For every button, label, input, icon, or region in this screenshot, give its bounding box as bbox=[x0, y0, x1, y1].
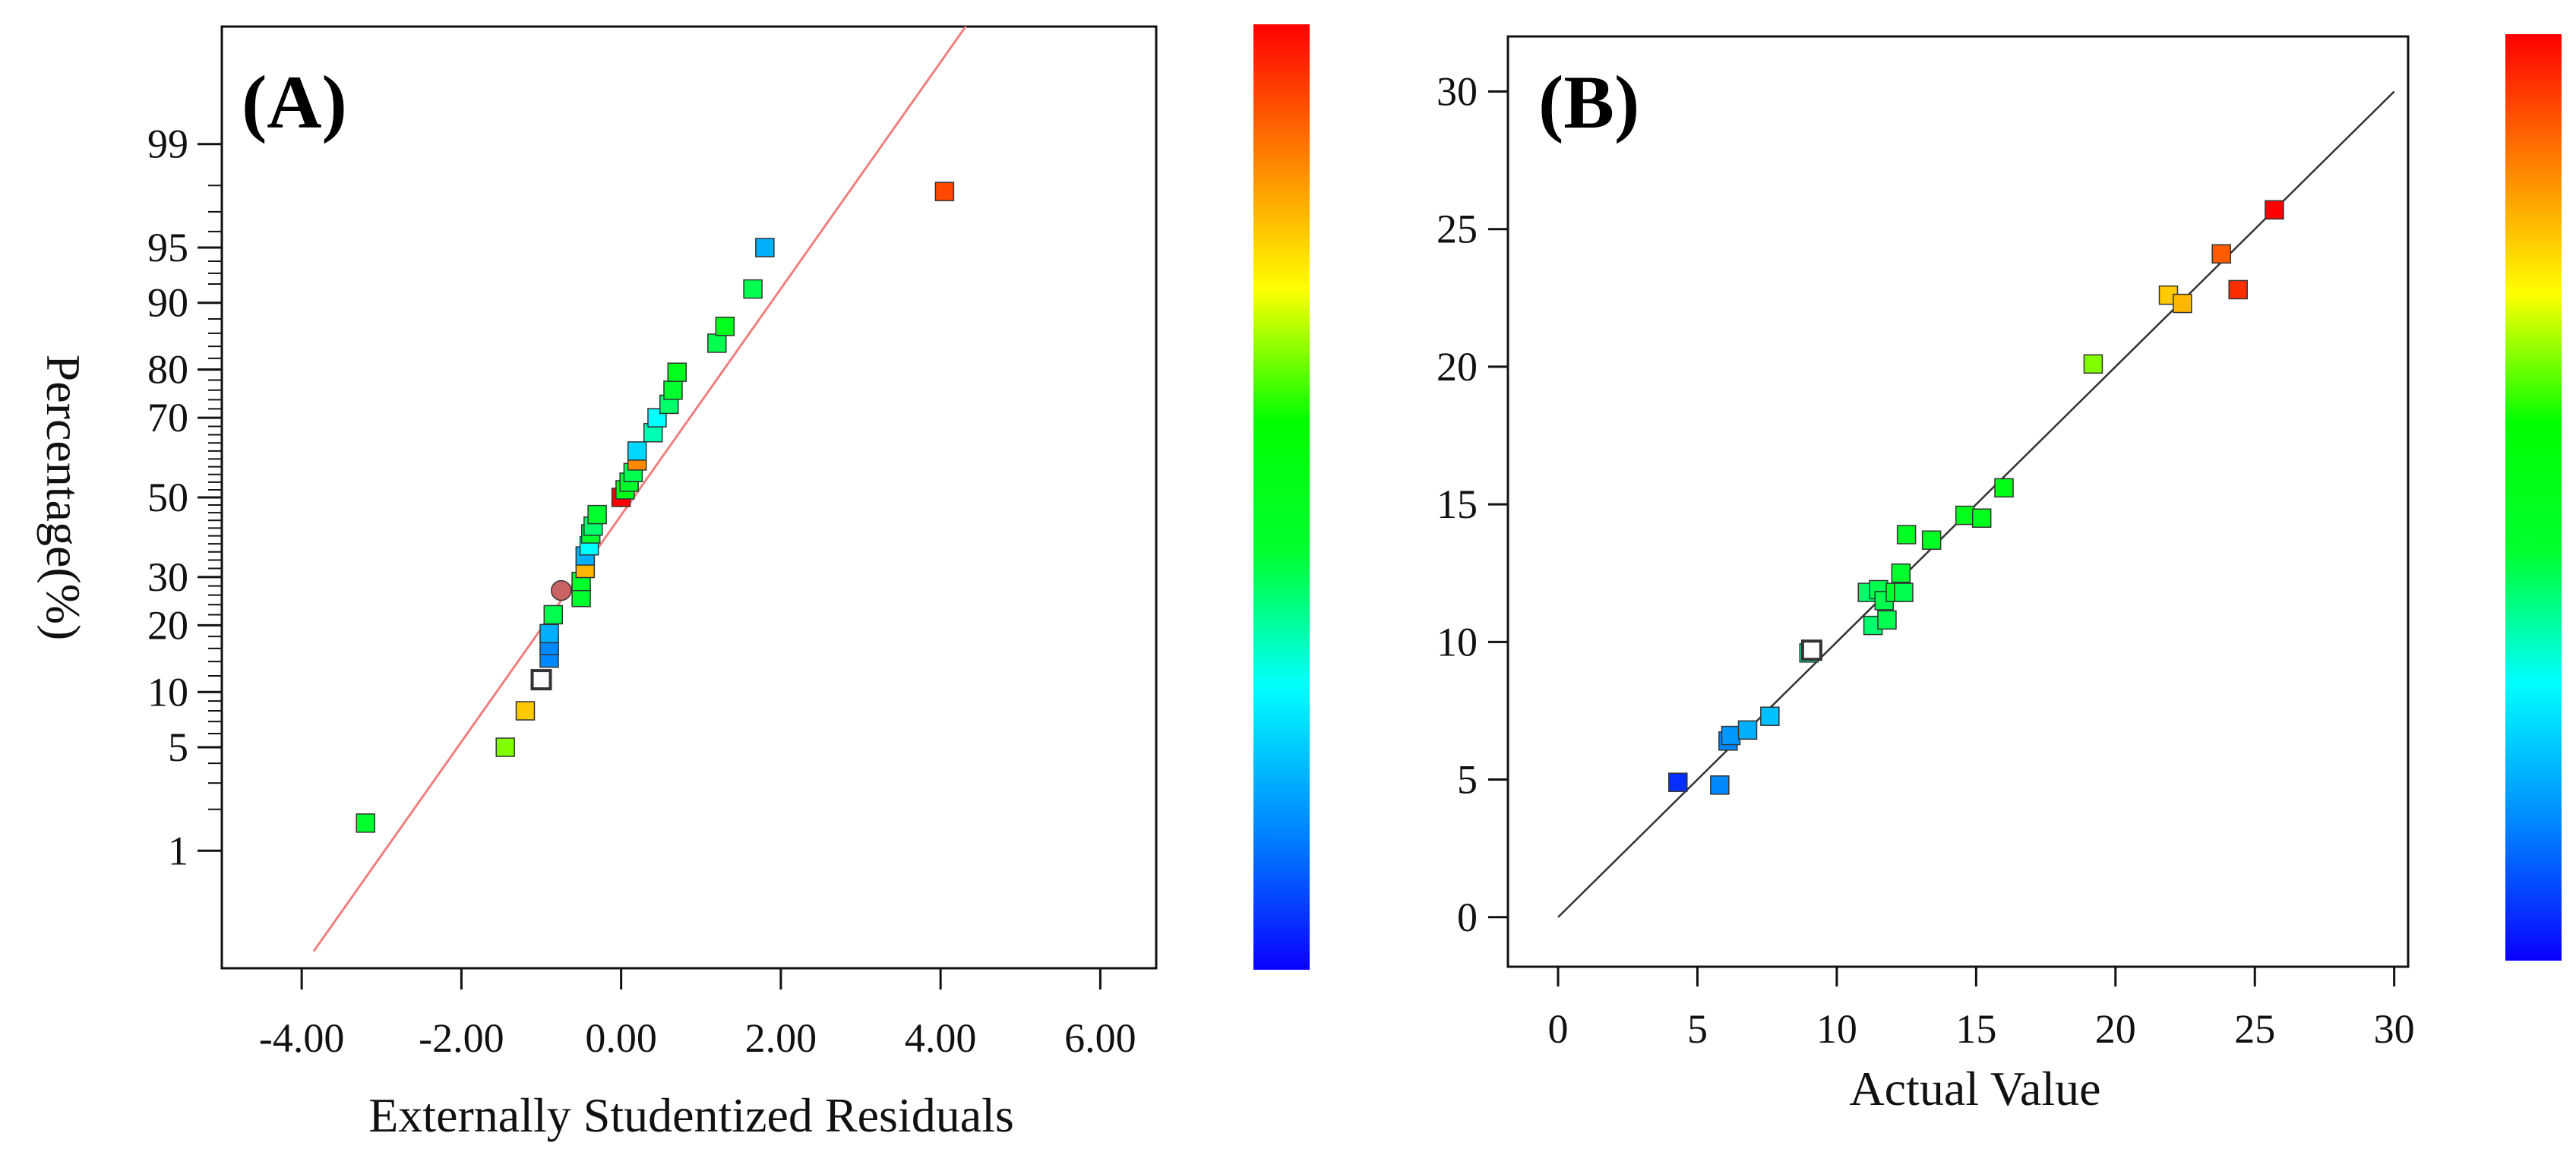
panel-label-a: (A) bbox=[242, 60, 347, 144]
y-tick-label-a: 5 bbox=[168, 724, 188, 770]
data-point-a bbox=[934, 181, 955, 201]
y-minor-ticks-a bbox=[208, 185, 222, 810]
data-point-b bbox=[2083, 354, 2103, 374]
data-point-a bbox=[707, 333, 727, 353]
data-point-b bbox=[2265, 200, 2284, 220]
panel-label-b: (B) bbox=[1538, 60, 1639, 144]
y-tick-label-a: 30 bbox=[147, 554, 188, 600]
data-point-b bbox=[1710, 775, 1730, 795]
points-b bbox=[1668, 200, 2284, 795]
data-point-a bbox=[627, 441, 647, 461]
data-point-a bbox=[495, 737, 515, 757]
data-point-b bbox=[2211, 244, 2231, 264]
y-tick-label-a: 20 bbox=[147, 602, 188, 648]
x-axis-title-a: Externally Studentized Residuals bbox=[368, 1088, 1014, 1142]
y-tick-label-b: 30 bbox=[1437, 68, 1478, 114]
data-point-b bbox=[1894, 582, 1914, 602]
y-tick-label-b: 15 bbox=[1437, 481, 1478, 527]
x-tick-label-b: 20 bbox=[2095, 1006, 2136, 1052]
data-point-a bbox=[539, 623, 559, 644]
data-point-b bbox=[1891, 563, 1911, 583]
data-point-b bbox=[1737, 720, 1758, 740]
x-tick-label-a: 2.00 bbox=[745, 1015, 817, 1061]
data-point-b bbox=[1668, 772, 1688, 792]
colorbar-b bbox=[2505, 34, 2562, 961]
x-ticks-a: -4.00 -2.00 0.00 2.00 4.00 6.00 bbox=[259, 968, 1136, 1061]
data-point-b bbox=[1955, 505, 1975, 526]
data-point-a bbox=[515, 701, 536, 721]
y-tick-label-a: 80 bbox=[147, 347, 188, 393]
x-tick-label-a: 0.00 bbox=[585, 1015, 657, 1061]
data-point-a bbox=[663, 380, 683, 400]
data-point-b bbox=[1994, 478, 2014, 498]
data-point-a bbox=[715, 316, 735, 336]
y-tick-label-a: 90 bbox=[147, 280, 188, 326]
x-tick-label-a: -4.00 bbox=[259, 1015, 344, 1061]
x-tick-label-a: -2.00 bbox=[419, 1015, 504, 1061]
data-point-b bbox=[1760, 706, 1780, 726]
x-ticks-b: 0 5 10 15 20 25 30 bbox=[1548, 967, 2415, 1052]
data-point-b bbox=[2173, 293, 2192, 314]
y-tick-label-a: 10 bbox=[147, 669, 188, 715]
data-point-a bbox=[743, 279, 763, 299]
x-tick-label-b: 5 bbox=[1687, 1006, 1708, 1052]
y-tick-label-b: 20 bbox=[1437, 344, 1478, 390]
x-tick-label-b: 0 bbox=[1548, 1006, 1569, 1052]
y-axis-title-a: Percentage(%) bbox=[36, 355, 90, 641]
x-tick-label-b: 25 bbox=[2234, 1006, 2275, 1052]
points-a bbox=[356, 181, 955, 833]
data-point-b bbox=[1921, 530, 1942, 550]
y-tick-label-b: 25 bbox=[1437, 207, 1478, 252]
data-point-b bbox=[1971, 508, 1992, 528]
y-ticks-b: 0 5 10 15 20 25 30 bbox=[1437, 68, 1508, 940]
data-point-b bbox=[1800, 639, 1822, 661]
x-tick-label-a: 4.00 bbox=[905, 1015, 977, 1061]
y-tick-label-a: 70 bbox=[147, 395, 188, 440]
reference-line-a bbox=[312, 27, 967, 952]
data-point-a bbox=[551, 579, 572, 601]
x-tick-label-b: 10 bbox=[1816, 1006, 1857, 1052]
data-point-a bbox=[530, 669, 552, 691]
x-tick-label-a: 6.00 bbox=[1064, 1015, 1136, 1061]
data-point-a bbox=[587, 504, 607, 525]
colorbar-a bbox=[1253, 24, 1310, 970]
panel-b: 0 5 10 15 20 25 30 0 5 10 15 20 25 30 (B) Actual Val… bbox=[1437, 34, 2562, 1116]
y-tick-label-a: 99 bbox=[147, 122, 188, 167]
data-point-a bbox=[667, 362, 687, 382]
y-tick-label-a: 50 bbox=[147, 475, 188, 520]
y-tick-label-a: 1 bbox=[168, 828, 188, 873]
x-axis-title-b: Actual Value bbox=[1849, 1062, 2100, 1116]
data-point-b bbox=[1896, 525, 1917, 544]
data-point-a bbox=[543, 604, 564, 625]
y-tick-label-b: 5 bbox=[1457, 757, 1478, 803]
data-point-a bbox=[356, 813, 375, 833]
plot-area-a bbox=[220, 25, 1158, 970]
data-point-b bbox=[2228, 279, 2248, 300]
y-tick-label-a: 95 bbox=[147, 225, 188, 270]
plot-area-b bbox=[1506, 35, 2410, 968]
data-point-a bbox=[755, 238, 775, 257]
data-point-b bbox=[1721, 725, 1741, 746]
x-tick-label-b: 15 bbox=[1955, 1006, 1996, 1052]
data-point-b bbox=[1877, 610, 1897, 630]
y-tick-label-b: 10 bbox=[1437, 619, 1478, 664]
reference-line-b bbox=[1557, 90, 2395, 918]
x-tick-label-b: 30 bbox=[2374, 1006, 2415, 1052]
y-tick-label-b: 0 bbox=[1457, 895, 1478, 940]
